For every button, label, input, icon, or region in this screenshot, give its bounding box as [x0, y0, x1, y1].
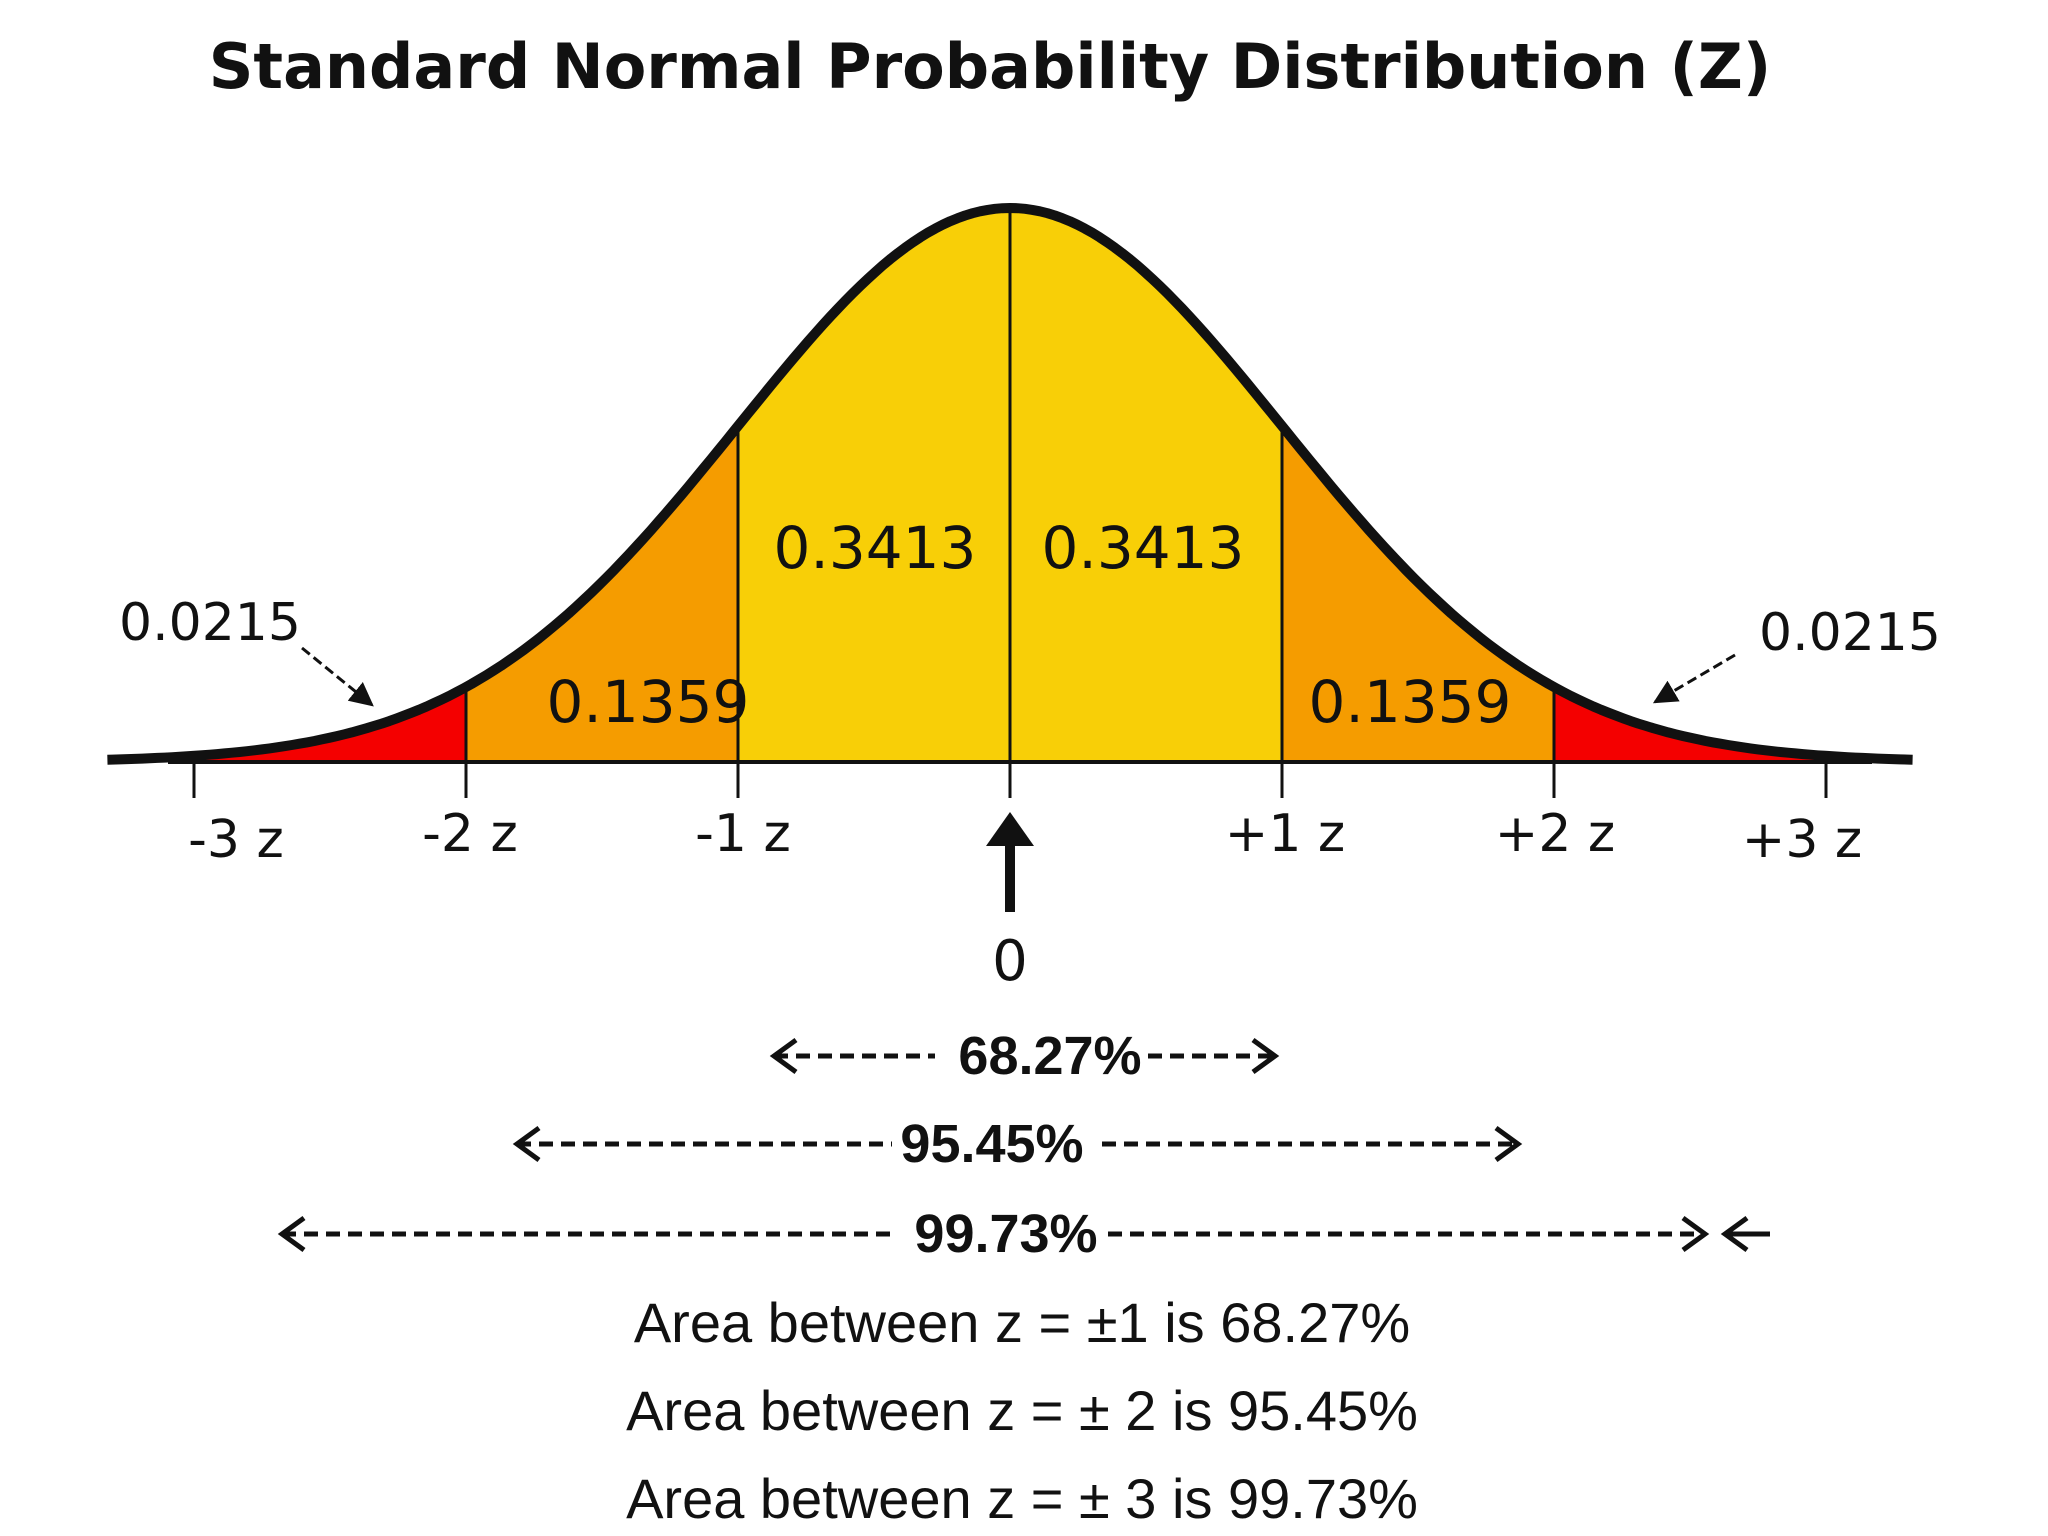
note-2sd: Area between z = ± 2 is 95.45% — [626, 1379, 1418, 1442]
x-axis — [168, 754, 1872, 798]
tick-label-neg3: -3 z — [188, 810, 284, 870]
area-label-right-1: 0.3413 — [1042, 514, 1245, 582]
area-label-left-1: 0.3413 — [774, 514, 977, 582]
right-tail-pointer — [1652, 653, 1736, 704]
range-2sd-arrow — [512, 1125, 1523, 1163]
tick-label-neg2: -2 z — [422, 804, 518, 864]
tick-label-pos3: +3 z — [1742, 810, 1862, 870]
area-label-left-2: 0.1359 — [547, 668, 750, 736]
range-2sd-text: 95.45% — [900, 1114, 1083, 1174]
density-curve — [107, 203, 1913, 765]
region-5 — [1554, 687, 1826, 762]
region-dividers — [464, 208, 1556, 798]
curve-layer — [107, 203, 1913, 765]
tick-label-pos2: +2 z — [1495, 804, 1615, 864]
range-1sd-text: 68.27% — [958, 1026, 1141, 1086]
left-tail-pointer — [301, 646, 374, 707]
chart-title: Standard Normal Probability Distribution… — [209, 30, 1771, 103]
region-2 — [738, 208, 1010, 762]
area-label-left-tail: 0.0215 — [119, 593, 301, 653]
area-label-right-2: 0.1359 — [1309, 668, 1512, 736]
area-label-right-tail: 0.0215 — [1759, 603, 1941, 663]
region-3 — [1010, 208, 1282, 762]
note-3sd: Area between z = ± 3 is 99.73% — [626, 1467, 1418, 1530]
center-label: 0 — [992, 929, 1028, 994]
region-0 — [194, 687, 466, 762]
center-arrow — [986, 812, 1034, 912]
note-1sd: Area between z = ±1 is 68.27% — [634, 1291, 1410, 1354]
range-1sd-arrow — [769, 1037, 1280, 1075]
range-3sd-text: 99.73% — [914, 1204, 1097, 1264]
range-3sd-arrow — [277, 1215, 1770, 1253]
tick-label-neg1: -1 z — [695, 804, 791, 864]
tick-label-pos1: +1 z — [1225, 804, 1345, 864]
